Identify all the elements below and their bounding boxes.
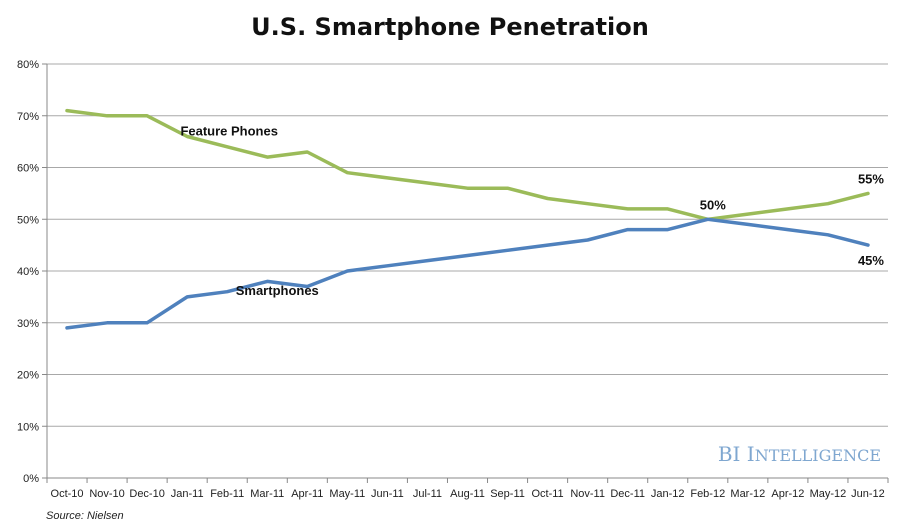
x-tick-label: Jan-12 [651,488,685,500]
data-label: 45% [858,253,884,268]
x-tick-label: Apr-11 [291,488,323,500]
y-tick-label: 40% [17,266,39,278]
x-tick-label: May-12 [810,488,847,500]
x-axis-ticks: Oct-10 Nov-10 Dec-10 Jan-11 Feb-11 Mar-11 Apr-… [46,478,889,500]
x-tick-label: Feb-12 [690,488,725,500]
x-tick-label: Nov-10 [89,488,124,500]
series-line-smartphones [65,217,870,330]
series-line-feature-phones [65,108,870,222]
x-tick-label: Nov-11 [570,488,605,500]
y-tick-label: 70% [17,111,39,123]
x-tick-label: Mar-12 [730,488,765,500]
chart-title: U.S. Smartphone Penetration [251,13,649,41]
brand-second-rest: NTELLIGENCE [755,446,881,465]
x-tick-label: Oct-11 [531,488,563,500]
x-tick-label: Dec-11 [610,488,645,500]
y-axis-ticks: 0% 10% 20% 30% 40% 50% 60% 70% 80% [17,59,47,485]
x-tick-label: Aug-11 [450,488,485,500]
x-tick-label: May-11 [329,488,365,500]
data-label: 50% [700,197,726,212]
y-tick-label: 30% [17,318,39,330]
x-tick-label: Apr-12 [771,488,804,500]
x-tick-label: Oct-10 [51,488,84,500]
series-label-smartphones: Smartphones [236,283,319,298]
brand-second-initial: I [747,442,755,466]
y-tick-label: 50% [17,214,39,226]
y-tick-label: 20% [17,370,39,382]
series-lines [65,108,870,330]
x-tick-label: Jun-12 [851,488,885,500]
brand-first-word: BI [718,442,741,466]
x-tick-label: Feb-11 [210,488,244,500]
y-tick-label: 0% [23,473,39,485]
y-tick-label: 60% [17,163,39,175]
data-labels: Feature Phones Smartphones 50% 55% 45% [180,123,884,297]
brand-logo: BI INTELLIGENCE [718,442,881,466]
x-tick-label: Sep-11 [490,488,525,500]
x-tick-label: Jul-11 [413,488,442,500]
data-label: 55% [858,171,884,186]
y-tick-label: 10% [17,421,39,433]
x-tick-label: Mar-11 [250,488,284,500]
x-tick-label: Jan-11 [171,488,204,500]
gridlines [47,63,888,427]
source-note: Source: Nielsen [46,510,124,522]
x-tick-label: Jun-11 [371,488,404,500]
series-label-feature-phones: Feature Phones [180,123,278,138]
y-tick-label: 80% [17,59,39,71]
x-tick-label: Dec-10 [129,488,164,500]
